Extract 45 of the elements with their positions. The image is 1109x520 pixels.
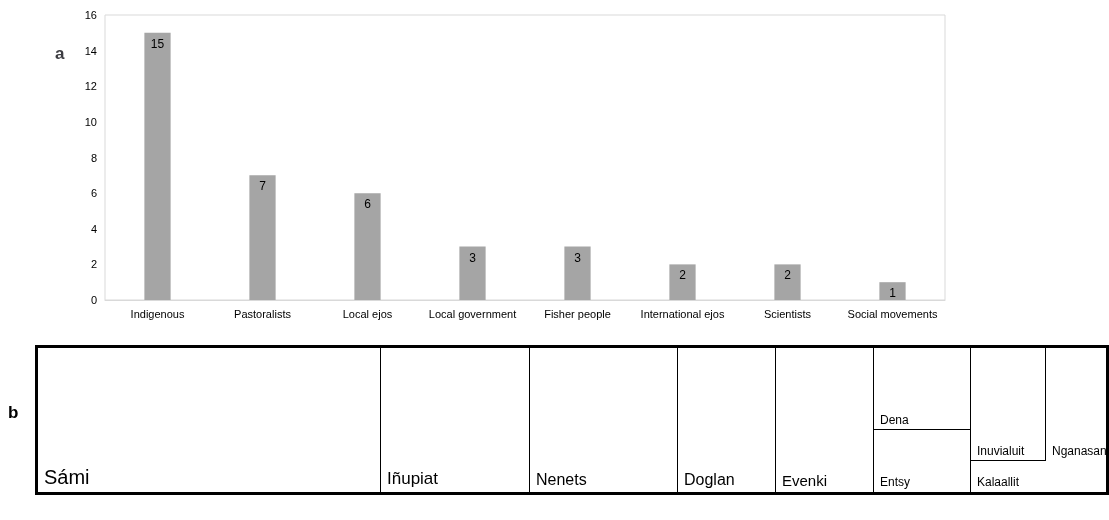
data-label: 7 — [259, 179, 267, 194]
category-label: Evenki — [782, 472, 828, 489]
x-tick-label: Social movements — [847, 307, 938, 320]
y-tick-label: 0 — [90, 294, 97, 306]
bar — [459, 246, 486, 300]
category-label: Dena — [880, 413, 909, 427]
bar — [249, 175, 276, 300]
x-tick-label: Scientists — [763, 307, 812, 320]
x-tick-label: Local government — [428, 307, 517, 320]
y-tick-label: 2 — [90, 258, 97, 271]
bar — [564, 246, 591, 300]
category-label: Entsy — [880, 475, 911, 489]
data-label: 1 — [889, 286, 897, 301]
bar — [144, 32, 171, 300]
category-label: Iñupiat — [387, 469, 439, 489]
category-label: Nganasan — [1052, 444, 1107, 458]
y-tick-label: 6 — [90, 187, 97, 200]
data-label: 6 — [364, 197, 372, 212]
x-tick-label: International ejos — [640, 307, 725, 320]
bar — [774, 264, 801, 300]
data-label: 2 — [679, 268, 687, 283]
text: b — [8, 403, 19, 423]
data-label: 2 — [784, 268, 792, 283]
y-tick-label: 8 — [90, 151, 97, 164]
bar — [879, 282, 906, 300]
y-tick-label: 12 — [84, 80, 97, 93]
x-tick-label: Local ejos — [342, 307, 393, 320]
x-tick-label: Indigenous — [130, 307, 185, 320]
y-tick-label: 10 — [84, 115, 97, 128]
category-label: Inuvialuit — [977, 444, 1025, 458]
x-tick-label: Pastoralists — [234, 307, 292, 320]
data-label: 3 — [469, 250, 477, 265]
bar — [669, 264, 696, 300]
bar — [354, 193, 381, 300]
text: a — [55, 44, 65, 63]
y-tick-label: 14 — [84, 44, 97, 57]
data-label: 15 — [150, 36, 165, 51]
x-tick-label: Fisher people — [544, 307, 611, 320]
category-label: Doglan — [684, 471, 735, 489]
category-label: Nenets — [536, 471, 587, 489]
data-label: 3 — [574, 250, 582, 265]
y-tick-label: 16 — [84, 9, 97, 21]
category-label: Kalaallit — [977, 475, 1020, 489]
y-tick-label: 4 — [90, 222, 97, 235]
category-label: Sámi — [44, 466, 90, 489]
